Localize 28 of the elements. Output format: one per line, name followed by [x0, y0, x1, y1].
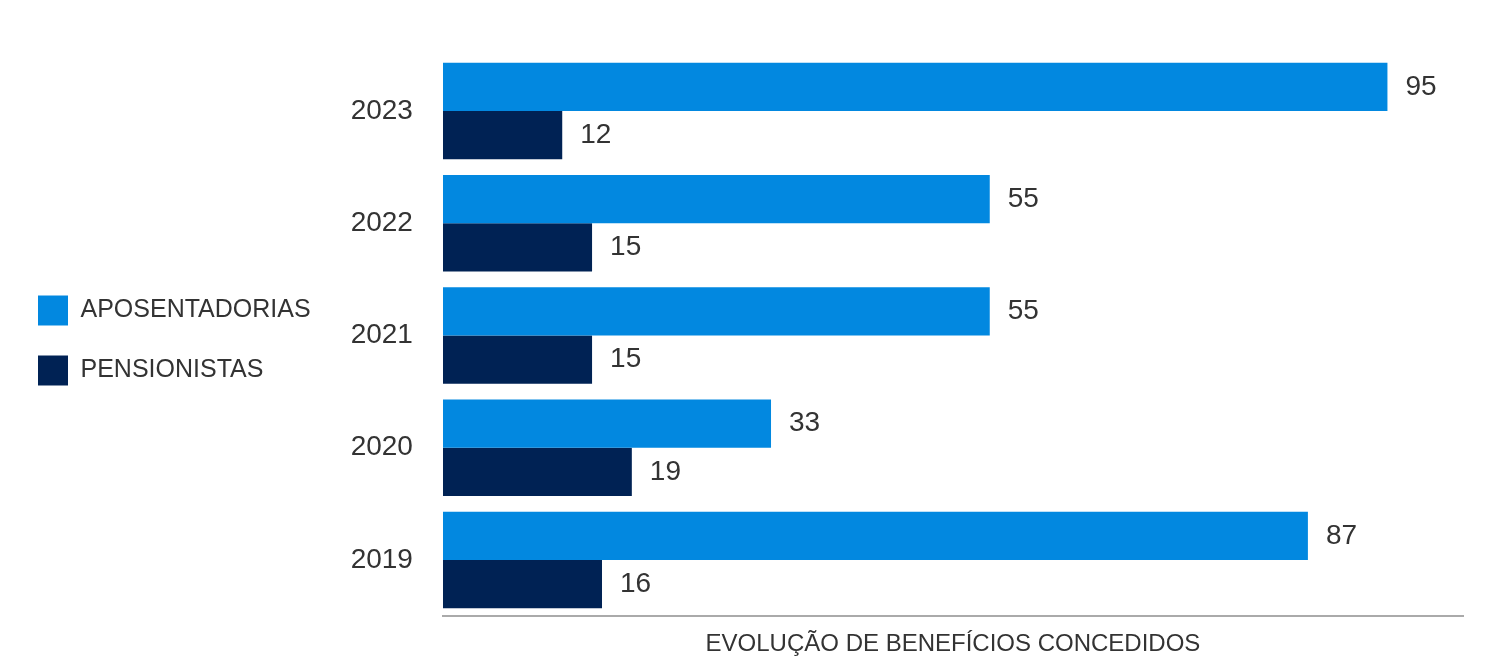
data-label: 55: [1007, 181, 1039, 213]
bar: [442, 110, 563, 160]
data-label: 55: [1007, 294, 1039, 326]
y-tick-label: 2023: [350, 93, 413, 125]
bar: [442, 62, 1388, 111]
data-label: 15: [610, 230, 642, 262]
bar: [442, 287, 990, 336]
bar: [442, 560, 602, 609]
data-label: 87: [1325, 518, 1358, 550]
data-label: 15: [610, 342, 642, 374]
data-label: 95: [1405, 69, 1437, 101]
data-label: 16: [620, 566, 652, 598]
bar: [442, 174, 990, 224]
data-label: 33: [789, 406, 821, 438]
x-axis-title: EVOLUÇÃO DE BENEFÍCIOS CONCEDIDOS: [705, 629, 1201, 657]
bar: [442, 335, 593, 384]
y-tick-label: 2022: [350, 205, 413, 237]
bar: [442, 511, 1308, 561]
bar: [442, 447, 632, 497]
legend-label: PENSIONISTAS: [80, 354, 264, 383]
data-label: 19: [649, 454, 681, 486]
bar: [442, 399, 772, 448]
y-tick-label: 2019: [350, 542, 413, 574]
y-tick-label: 2020: [350, 430, 413, 462]
data-label: 12: [580, 117, 612, 149]
y-tick-label: 2021: [350, 318, 413, 350]
legend-label: APOSENTADORIAS: [80, 294, 311, 323]
bar: [442, 223, 593, 272]
